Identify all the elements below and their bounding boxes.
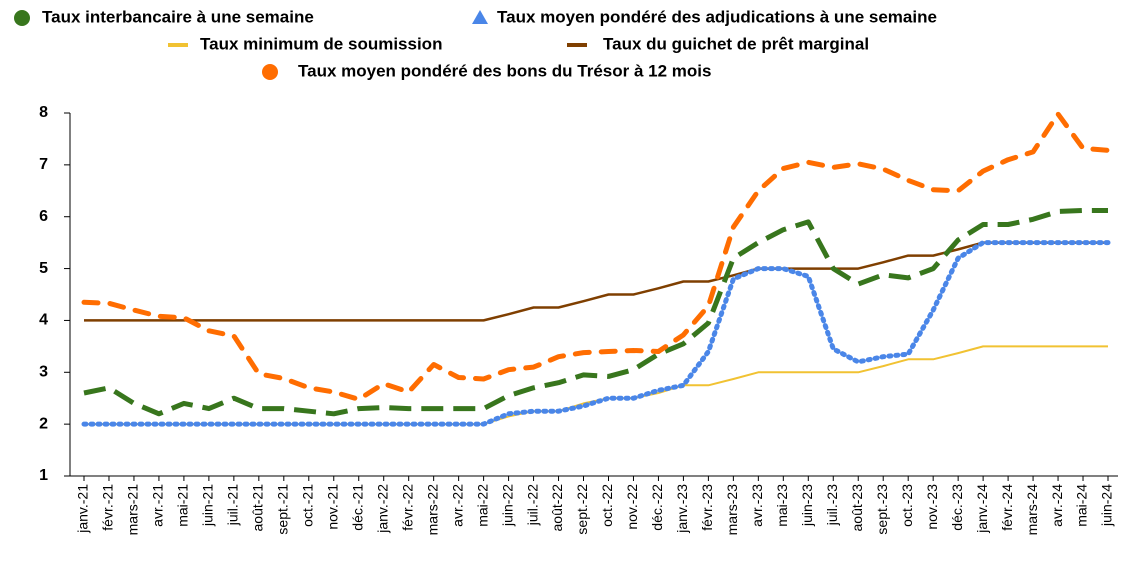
x-tick-label: févr.-22 [399, 484, 415, 531]
y-tick-label: 7 [39, 156, 48, 173]
x-tick-label: mai-22 [474, 484, 490, 527]
x-tick-label: mars-23 [724, 484, 740, 536]
x-tick-label: juil.-23 [824, 484, 840, 526]
x-tick-label: nov.-22 [624, 484, 640, 530]
legend-label: Taux minimum de soumission [200, 34, 442, 53]
x-tick-label: avr.-22 [449, 484, 465, 527]
series-line [84, 241, 1108, 322]
series-line [81, 240, 1111, 427]
x-tick-label: mars-22 [424, 484, 440, 536]
series-line [83, 208, 1108, 417]
x-tick-label: nov.-23 [924, 484, 940, 530]
series-line [81, 111, 1111, 402]
y-tick-label: 4 [39, 312, 48, 329]
x-tick-label: janv.-24 [974, 484, 990, 534]
x-tick-label: févr.-24 [999, 484, 1015, 531]
y-tick-label: 8 [39, 104, 48, 121]
x-tick-label: févr.-21 [100, 484, 116, 531]
x-tick-label: janv.-21 [75, 484, 91, 534]
x-tick-label: août-21 [250, 484, 266, 532]
x-tick-label: mai-21 [175, 484, 191, 527]
y-tick-label: 2 [39, 415, 48, 432]
x-tick-label: juin-24 [1099, 484, 1115, 527]
x-tick-label: août-23 [849, 484, 865, 532]
x-tick-label: sept.-21 [275, 484, 291, 535]
x-tick-label: déc.-23 [949, 484, 965, 531]
x-tick-label: nov.-21 [324, 484, 340, 530]
x-tick-label: juin-21 [200, 484, 216, 527]
x-tick-label: juil.-21 [225, 484, 241, 526]
x-tick-label: avr.-23 [749, 484, 765, 527]
x-tick-label: mai-24 [1074, 484, 1090, 527]
x-tick-label: avr.-24 [1049, 484, 1065, 527]
legend-label: Taux moyen pondéré des adjudications à u… [497, 7, 937, 26]
x-tick-label: oct.-22 [599, 484, 615, 527]
x-tick-label: janv.-22 [374, 484, 390, 534]
x-tick-label: juin-22 [499, 484, 515, 527]
x-tick-label: sept.-22 [574, 484, 590, 535]
y-tick-label: 1 [39, 467, 48, 484]
x-tick-label: janv.-23 [674, 484, 690, 534]
x-tick-label: juil.-22 [524, 484, 540, 526]
legend-marker [14, 10, 30, 26]
x-tick-label: mai-23 [774, 484, 790, 527]
x-tick-label: oct.-23 [899, 484, 915, 527]
x-tick-label: avr.-21 [150, 484, 166, 527]
legend-label: Taux moyen pondéré des bons du Trésor à … [298, 61, 711, 80]
x-tick-label: mars-21 [125, 484, 141, 536]
legend-marker [472, 10, 488, 24]
legend-label: Taux du guichet de prêt marginal [603, 34, 869, 53]
x-tick-label: déc.-22 [649, 484, 665, 531]
x-tick-label: sept.-23 [874, 484, 890, 535]
x-tick-label: févr.-23 [699, 484, 715, 531]
x-tick-label: oct.-21 [299, 484, 315, 527]
x-tick-label: juin-23 [799, 484, 815, 527]
y-tick-label: 5 [39, 260, 48, 277]
x-tick-label: déc.-21 [349, 484, 365, 531]
series-line [84, 345, 1108, 426]
y-tick-label: 3 [39, 364, 48, 381]
x-tick-label: mars-24 [1024, 484, 1040, 536]
y-tick-label: 6 [39, 208, 48, 225]
x-tick-label: août-22 [549, 484, 565, 532]
legend-marker [262, 64, 278, 80]
legend-label: Taux interbancaire à une semaine [42, 7, 314, 26]
